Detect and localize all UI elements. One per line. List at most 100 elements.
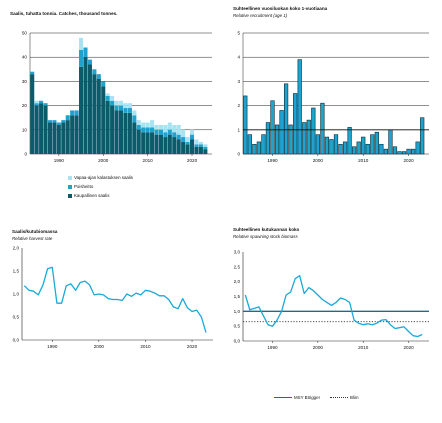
catch-bar: [154, 124, 159, 130]
ssb-xtick-label: 2000: [313, 345, 324, 350]
harvest-ytick-label: 2,0: [13, 246, 20, 251]
catch-bar: [87, 64, 92, 154]
catch-bar: [189, 134, 195, 140]
catch-ytick-label: 10: [22, 127, 28, 132]
catch-bar: [39, 103, 44, 154]
recruitment-panel: Suhteellinen vuosiluokan koko 1-vuotiaan…: [221, 0, 442, 215]
catch-bar: [52, 122, 57, 154]
recruitment-bar: [361, 136, 366, 155]
catch-bar: [194, 139, 199, 145]
catch-bar: [181, 137, 186, 142]
catch-xtick-label: 2000: [98, 158, 109, 163]
catch-bar: [101, 81, 106, 87]
catch-bar: [141, 127, 146, 133]
harvest-line: [23, 266, 207, 333]
legend-label-recreational: Vapaa-ajan kalastuksen saalis: [74, 175, 133, 180]
recruitment-bar: [252, 144, 257, 155]
catch-title: Saalis, tuhatta tonnia. Catches, thousan…: [10, 11, 118, 16]
catch-bar: [203, 146, 208, 150]
catch-bar: [203, 144, 208, 147]
catch-bar: [194, 146, 199, 154]
recruitment-bar: [329, 139, 334, 155]
legend-label-commercial: Kaupallinen saalis: [74, 193, 110, 198]
recruitment-bar: [324, 136, 330, 155]
recruitment-bar: [356, 141, 361, 155]
catch-bar: [123, 112, 128, 154]
catch-bar: [132, 110, 137, 116]
ssb-ytick-label: 0,5: [234, 324, 241, 329]
catch-bar: [118, 105, 124, 111]
catch-bar: [185, 144, 190, 154]
harvest-subtitle: Relative harvest rate: [12, 236, 53, 241]
catch-bar: [70, 115, 75, 154]
recruitment-chart: 0 1 2 3 4 5 1990 2000 2010 2020: [237, 31, 429, 163]
legend-line-msy: [274, 397, 292, 399]
recruitment-bar: [388, 129, 393, 155]
catch-bar: [56, 122, 61, 125]
catch-bar: [198, 144, 203, 147]
catch-bar: [167, 134, 172, 154]
harvest-ytick-label: 1,5: [13, 269, 20, 274]
recruitment-bar: [288, 124, 293, 155]
catch-bar: [83, 47, 88, 58]
catch-bar: [114, 110, 119, 154]
legend-swatch-discards: [68, 184, 72, 189]
recruitment-bar: [370, 134, 375, 155]
catch-bar: [154, 134, 159, 154]
legend-label-blim-text: Blim: [350, 395, 359, 400]
catch-bar: [118, 100, 124, 106]
harvest-xtick-label: 2020: [187, 344, 198, 349]
catch-bar: [176, 139, 181, 154]
catch-bar: [145, 132, 150, 154]
legend-discards: Poisheitto: [68, 184, 93, 189]
harvest-panel: Saalis/kutubiomassa Relative harvest rat…: [0, 215, 221, 423]
harvest-ytick-label: 0,5: [13, 315, 20, 320]
recruitment-title: Suhteellinen vuosiluokan koko 1-vuotiaan…: [233, 6, 328, 11]
catch-bar: [185, 137, 190, 142]
ssb-ytick-label: 3,0: [234, 250, 241, 255]
ssb-line: [244, 275, 423, 338]
recruitment-bar: [279, 110, 284, 155]
legend-recreational: Vapaa-ajan kalastuksen saalis: [68, 175, 133, 180]
harvest-chart: 0,0 0,5 1,0 1,5 2,0 1990 2000 2010 2020: [13, 246, 213, 349]
recruitment-bar: [261, 134, 266, 155]
catch-bar: [145, 127, 150, 133]
catch-bar: [136, 129, 141, 154]
catch-bar: [52, 120, 57, 123]
catch-bar: [141, 122, 146, 128]
legend-swatch-commercial: [68, 193, 72, 198]
catch-ytick-label: 30: [22, 79, 28, 84]
catch-bar: [145, 122, 150, 128]
recruitment-bar: [347, 127, 352, 155]
recruitment-bar: [365, 144, 370, 155]
catch-ytick-label: 0: [24, 152, 27, 157]
recruitment-bar: [302, 122, 307, 155]
catch-xtick-label: 1990: [54, 158, 65, 163]
harvest-title: Saalis/kutubiomassa: [12, 229, 58, 234]
catch-bar: [105, 100, 110, 154]
catch-bar: [189, 129, 195, 135]
catch-bar: [185, 141, 190, 145]
legend-msy: MSY Btrigger: [274, 395, 320, 400]
catch-bar: [39, 100, 44, 104]
recruitment-xtick-label: 2020: [403, 158, 414, 163]
catch-bar: [79, 49, 84, 67]
ssb-xtick-label: 2020: [403, 345, 414, 350]
legend-commercial: Kaupallinen saalis: [68, 193, 109, 198]
catch-bar: [123, 103, 128, 109]
recruitment-bar: [406, 148, 411, 155]
catch-bar: [150, 132, 155, 154]
catch-ytick-label: 40: [22, 55, 28, 60]
catch-bar: [105, 93, 110, 96]
legend-label-msy: MSY Btrigger: [294, 395, 321, 400]
catch-bar: [34, 105, 39, 154]
catch-chart: 0 10 20 30 40 50 1990 2000 2010 2020: [22, 31, 212, 163]
legend-swatch-recreational: [68, 175, 72, 180]
recruitment-subtitle: Relative recruitment (age 1): [233, 13, 288, 18]
ssb-xtick-label: 2010: [358, 345, 369, 350]
catch-xtick-label: 2010: [143, 158, 154, 163]
catch-panel: Saalis, tuhatta tonnia. Catches, thousan…: [0, 0, 221, 215]
catch-bar: [96, 74, 101, 79]
catch-bar: [136, 120, 141, 125]
recruitment-bar: [256, 141, 261, 155]
